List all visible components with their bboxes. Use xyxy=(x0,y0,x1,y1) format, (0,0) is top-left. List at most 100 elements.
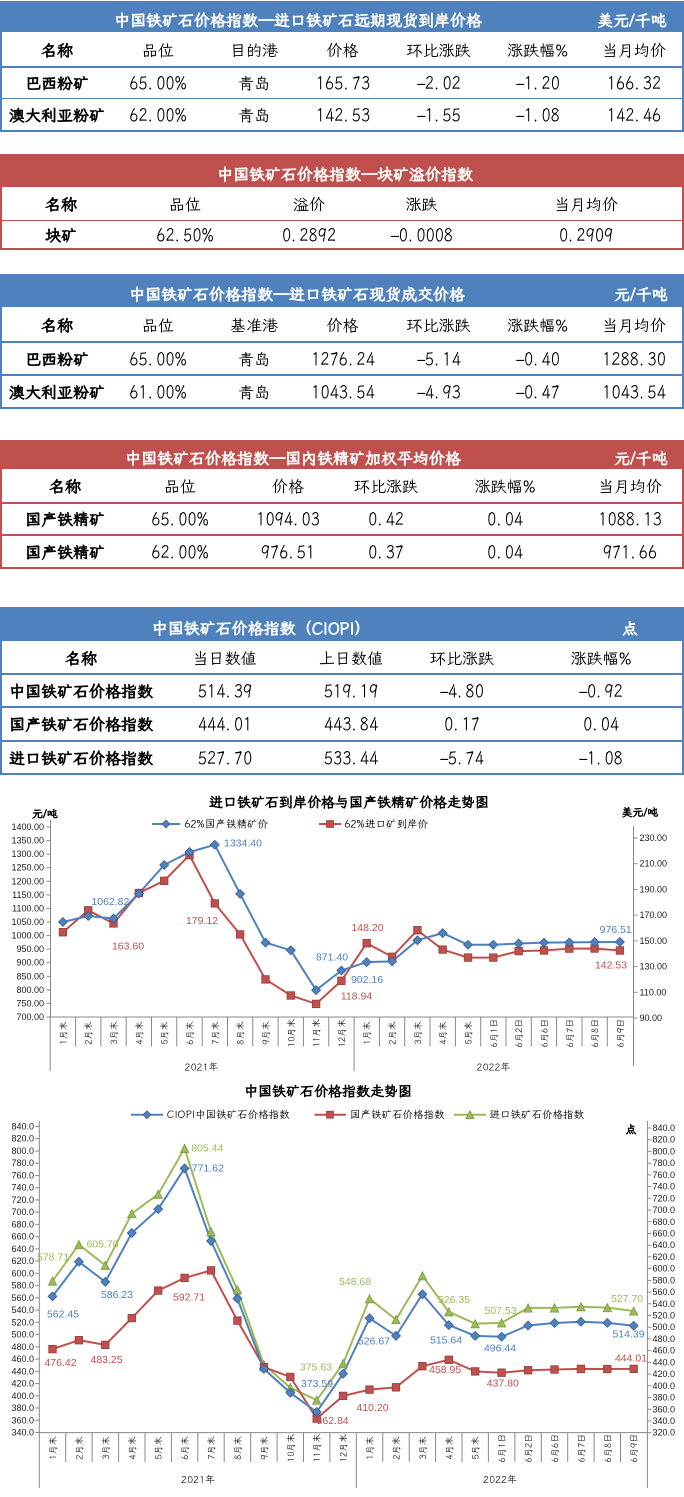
svg-text:5月末: 5月末 xyxy=(153,1436,165,1459)
svg-text:点: 点 xyxy=(626,1123,637,1137)
svg-text:771.62: 771.62 xyxy=(192,1163,224,1175)
svg-text:210.00: 210.00 xyxy=(640,859,668,869)
svg-text:3月末: 3月末 xyxy=(417,1436,429,1459)
svg-text:170.00: 170.00 xyxy=(640,910,668,920)
svg-text:360.0: 360.0 xyxy=(11,1415,34,1425)
svg-text:360.0: 360.0 xyxy=(653,1404,676,1414)
svg-text:526.35: 526.35 xyxy=(438,1294,470,1306)
svg-text:578.71: 578.71 xyxy=(37,1251,69,1263)
svg-text:90.00: 90.00 xyxy=(640,1013,663,1023)
svg-text:1350.00: 1350.00 xyxy=(11,836,44,846)
svg-text:6月9日: 6月9日 xyxy=(614,1019,626,1048)
svg-text:6月6日: 6月6日 xyxy=(549,1434,561,1463)
svg-text:375.63: 375.63 xyxy=(300,1362,332,1374)
svg-text:527.70: 527.70 xyxy=(611,1293,643,1305)
svg-text:179.12: 179.12 xyxy=(186,915,218,927)
svg-text:976.51: 976.51 xyxy=(600,924,632,936)
svg-text:230.00: 230.00 xyxy=(640,833,668,843)
svg-text:900.00: 900.00 xyxy=(16,958,44,968)
svg-text:3月末: 3月末 xyxy=(412,1021,424,1044)
svg-text:580.0: 580.0 xyxy=(11,1281,34,1291)
svg-text:700.0: 700.0 xyxy=(653,1205,676,1215)
svg-text:美元/吨: 美元/吨 xyxy=(622,806,659,820)
svg-text:480.0: 480.0 xyxy=(653,1334,676,1344)
svg-text:760.0: 760.0 xyxy=(653,1170,676,1180)
svg-text:740.0: 740.0 xyxy=(653,1182,676,1192)
svg-text:444.01: 444.01 xyxy=(615,1353,647,1365)
svg-text:500.0: 500.0 xyxy=(653,1322,676,1332)
svg-text:760.0: 760.0 xyxy=(11,1171,34,1181)
svg-text:660.0: 660.0 xyxy=(653,1229,676,1239)
svg-text:2021年: 2021年 xyxy=(181,1473,215,1486)
svg-text:700.00: 700.00 xyxy=(16,1012,44,1022)
svg-text:1100.00: 1100.00 xyxy=(12,903,44,913)
svg-text:8月末: 8月末 xyxy=(235,1021,247,1044)
svg-text:480.0: 480.0 xyxy=(11,1342,34,1352)
svg-text:507.53: 507.53 xyxy=(484,1305,516,1317)
svg-text:437.80: 437.80 xyxy=(487,1378,519,1390)
svg-text:720.0: 720.0 xyxy=(11,1195,34,1205)
svg-text:600.0: 600.0 xyxy=(11,1268,34,1278)
svg-text:871.40: 871.40 xyxy=(316,952,348,964)
svg-text:548.68: 548.68 xyxy=(339,1276,371,1288)
svg-text:163.60: 163.60 xyxy=(112,941,144,953)
svg-text:6月8日: 6月8日 xyxy=(589,1019,601,1048)
svg-text:1050.00: 1050.00 xyxy=(11,917,44,927)
svg-text:440.0: 440.0 xyxy=(11,1366,34,1376)
svg-text:526.67: 526.67 xyxy=(358,1335,390,1347)
svg-text:62%国产铁精矿价: 62%国产铁精矿价 xyxy=(184,817,268,831)
svg-text:580.0: 580.0 xyxy=(653,1275,676,1285)
svg-text:1200.00: 1200.00 xyxy=(11,876,44,886)
svg-text:320.0: 320.0 xyxy=(653,1428,676,1438)
svg-text:380.0: 380.0 xyxy=(11,1403,34,1413)
svg-text:130.00: 130.00 xyxy=(640,962,668,972)
svg-text:6月1日: 6月1日 xyxy=(488,1019,500,1048)
svg-text:6月末: 6月末 xyxy=(179,1436,191,1459)
svg-text:1062.82: 1062.82 xyxy=(91,896,129,908)
svg-text:420.0: 420.0 xyxy=(11,1379,34,1389)
svg-text:1334.40: 1334.40 xyxy=(224,838,262,850)
svg-text:840.0: 840.0 xyxy=(11,1122,34,1132)
svg-text:540.0: 540.0 xyxy=(653,1299,676,1309)
svg-text:6月2日: 6月2日 xyxy=(513,1019,525,1048)
svg-text:3月末: 3月末 xyxy=(100,1436,112,1459)
svg-text:6月9日: 6月9日 xyxy=(628,1434,640,1463)
svg-text:6月6日: 6月6日 xyxy=(539,1019,551,1048)
svg-text:680.0: 680.0 xyxy=(653,1217,676,1227)
svg-text:592.71: 592.71 xyxy=(173,1292,205,1304)
svg-text:7月末: 7月末 xyxy=(209,1021,221,1044)
svg-text:2月末: 2月末 xyxy=(387,1021,399,1044)
svg-text:110.00: 110.00 xyxy=(640,987,667,997)
svg-text:4月末: 4月末 xyxy=(437,1021,449,1044)
svg-text:620.0: 620.0 xyxy=(653,1252,676,1262)
svg-text:1400.00: 1400.00 xyxy=(11,822,44,832)
svg-text:12月末: 12月末 xyxy=(336,1019,348,1048)
svg-text:进口铁矿石价格指数: 进口铁矿石价格指数 xyxy=(490,1107,585,1121)
svg-text:720.0: 720.0 xyxy=(653,1193,676,1203)
svg-text:340.0: 340.0 xyxy=(653,1416,676,1426)
svg-text:514.39: 514.39 xyxy=(612,1329,644,1341)
svg-text:380.0: 380.0 xyxy=(653,1393,676,1403)
svg-text:1000.00: 1000.00 xyxy=(11,931,44,941)
svg-text:2022年: 2022年 xyxy=(477,1061,511,1074)
svg-text:9月末: 9月末 xyxy=(258,1436,270,1459)
svg-text:11月末: 11月末 xyxy=(311,1019,323,1048)
svg-text:820.0: 820.0 xyxy=(653,1135,676,1145)
svg-text:520.0: 520.0 xyxy=(653,1311,676,1321)
svg-text:进口铁矿石到岸价格与国产铁精矿价格走势图: 进口铁矿石到岸价格与国产铁精矿价格走势图 xyxy=(209,793,489,811)
svg-text:562.45: 562.45 xyxy=(47,1309,79,1321)
svg-text:500.0: 500.0 xyxy=(11,1330,34,1340)
svg-text:750.00: 750.00 xyxy=(16,998,44,1008)
svg-text:5月末: 5月末 xyxy=(470,1436,482,1459)
svg-text:10月末: 10月末 xyxy=(285,1019,297,1048)
svg-text:1月末: 1月末 xyxy=(47,1436,59,1459)
svg-text:460.0: 460.0 xyxy=(653,1346,676,1356)
svg-text:600.0: 600.0 xyxy=(653,1264,676,1274)
svg-text:340.0: 340.0 xyxy=(11,1428,34,1438)
svg-text:12月末: 12月末 xyxy=(338,1434,350,1463)
svg-text:1月末: 1月末 xyxy=(364,1436,376,1459)
svg-text:420.0: 420.0 xyxy=(653,1369,676,1379)
svg-text:6月1日: 6月1日 xyxy=(496,1434,508,1463)
svg-text:CIOPI中国铁矿石价格指数: CIOPI中国铁矿石价格指数 xyxy=(167,1107,290,1121)
svg-text:640.0: 640.0 xyxy=(11,1244,34,1254)
